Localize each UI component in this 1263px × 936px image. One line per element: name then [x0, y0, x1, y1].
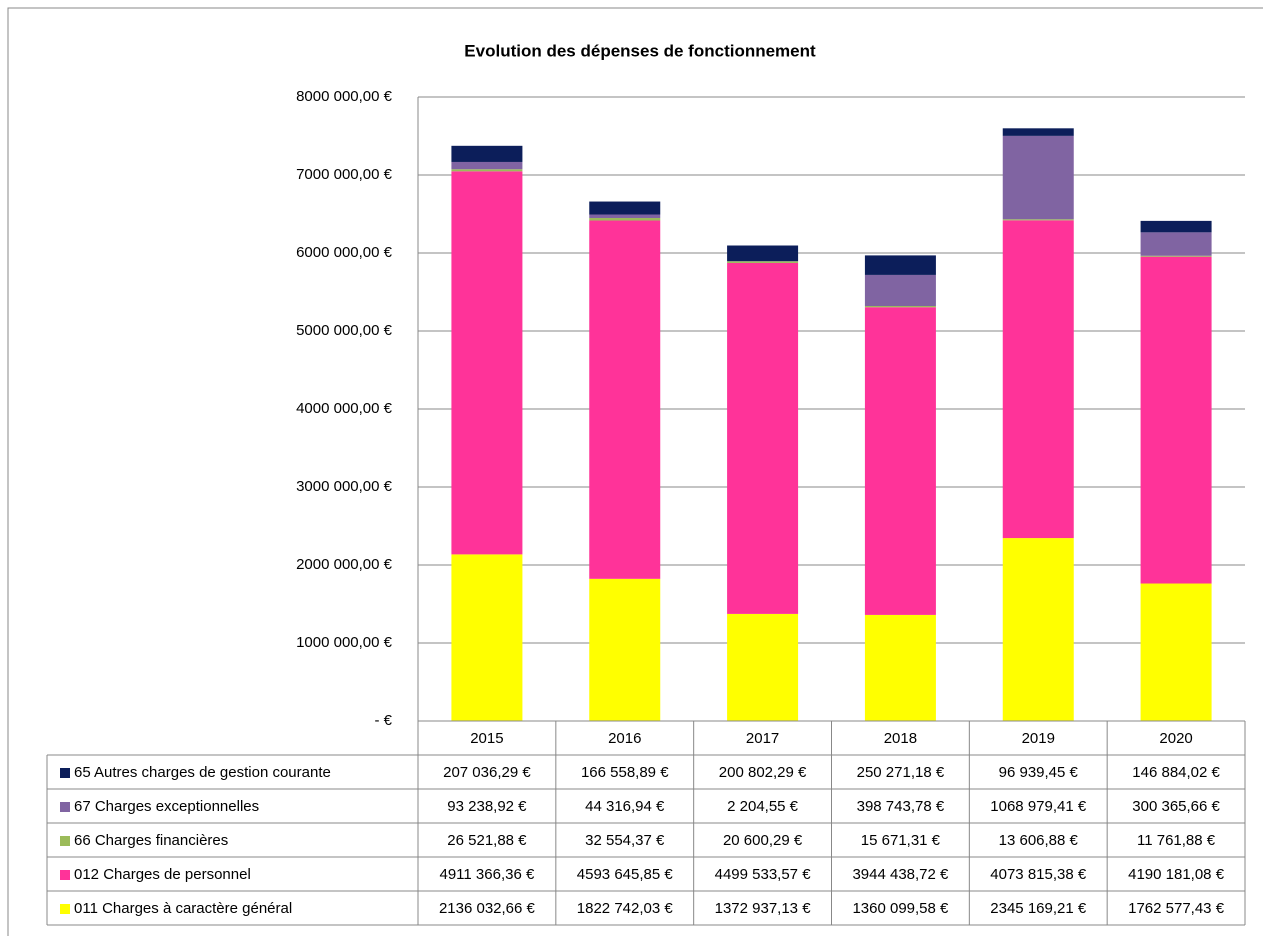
y-tick-label: 1000 000,00 €: [296, 634, 393, 651]
data-table-value: 1360 099,58 €: [852, 900, 949, 917]
data-table-value: 4499 533,57 €: [715, 866, 812, 883]
x-tick-label: 2015: [470, 730, 503, 747]
chart-frame: [7, 7, 1263, 936]
bar-segment: [589, 201, 661, 215]
data-table-value: 13 606,88 €: [999, 832, 1079, 849]
legend-label: 65 Autres charges de gestion courante: [74, 764, 331, 781]
legend-label: 011 Charges à caractère général: [74, 900, 292, 917]
bar-segment: [1140, 256, 1212, 584]
bar-segment: [1002, 219, 1074, 221]
bar-segment: [589, 214, 661, 218]
data-table-value: 1762 577,43 €: [1128, 900, 1225, 917]
data-table-value: 146 884,02 €: [1132, 764, 1220, 781]
y-tick-label: 6000 000,00 €: [296, 244, 393, 261]
bar-segment: [451, 554, 523, 721]
bar-segment: [864, 307, 936, 615]
data-table-value: 2136 032,66 €: [439, 900, 536, 917]
bar-segment: [1140, 220, 1212, 233]
data-table-value: 4911 366,36 €: [440, 866, 535, 883]
legend-swatch: [60, 802, 70, 812]
data-table-value: 3944 438,72 €: [852, 866, 949, 883]
chart-title: Evolution des dépenses de fonctionnement: [464, 41, 816, 60]
data-table-value: 398 743,78 €: [857, 798, 945, 815]
bar-segment: [1002, 538, 1074, 721]
bar-segment: [1140, 232, 1212, 256]
x-tick-label: 2020: [1159, 730, 1192, 747]
bar-segment: [727, 613, 799, 721]
legend-swatch: [60, 836, 70, 846]
data-table-value: 300 365,66 €: [1132, 798, 1220, 815]
bar-segment: [1002, 128, 1074, 136]
data-table-value: 96 939,45 €: [999, 764, 1079, 781]
data-table-value: 1068 979,41 €: [990, 798, 1087, 815]
data-table-value: 93 238,92 €: [447, 798, 527, 815]
bar-segment: [727, 245, 799, 262]
bar-segment: [864, 255, 936, 275]
data-table-value: 32 554,37 €: [585, 832, 665, 849]
data-table-value: 11 761,88 €: [1137, 832, 1216, 849]
data-table-value: 166 558,89 €: [581, 764, 669, 781]
bar-segment: [727, 262, 799, 614]
y-tick-label: - €: [374, 712, 392, 729]
legend-label: 012 Charges de personnel: [74, 866, 251, 883]
bar-segment: [1140, 583, 1212, 721]
data-table-value: 2345 169,21 €: [990, 900, 1087, 917]
data-table-value: 2 204,55 €: [727, 798, 799, 815]
bar-segment: [864, 306, 936, 308]
bar-segment: [589, 220, 661, 579]
bar-segment: [451, 169, 523, 172]
data-table-value: 4593 645,85 €: [577, 866, 674, 883]
data-table-value: 1822 742,03 €: [577, 900, 674, 917]
x-tick-label: 2018: [884, 730, 917, 747]
bar-segment: [589, 578, 661, 721]
data-table-value: 15 671,31 €: [861, 832, 941, 849]
x-tick-label: 2017: [746, 730, 779, 747]
bar-segment: [451, 145, 523, 162]
bar-segment: [1140, 255, 1212, 257]
y-tick-label: 4000 000,00 €: [296, 400, 393, 417]
x-tick-label: 2019: [1022, 730, 1055, 747]
y-tick-label: 2000 000,00 €: [296, 556, 393, 573]
bar-segment: [589, 217, 661, 221]
y-tick-label: 8000 000,00 €: [296, 88, 393, 105]
bar-segment: [864, 274, 936, 307]
data-table-value: 4073 815,38 €: [990, 866, 1087, 883]
data-table-value: 1372 937,13 €: [715, 900, 812, 917]
bar-segment: [451, 161, 523, 170]
data-table-value: 200 802,29 €: [719, 764, 807, 781]
bar-segment: [864, 614, 936, 721]
y-tick-label: 5000 000,00 €: [296, 322, 393, 339]
bar-segment: [1002, 220, 1074, 539]
bar-segment: [1002, 135, 1074, 220]
legend-swatch: [60, 870, 70, 880]
data-table-value: 44 316,94 €: [585, 798, 665, 815]
legend-swatch: [60, 904, 70, 914]
legend-swatch: [60, 768, 70, 778]
bar-segment: [451, 171, 523, 555]
x-tick-label: 2016: [608, 730, 641, 747]
data-table-value: 20 600,29 €: [723, 832, 803, 849]
data-table-value: 4190 181,08 €: [1128, 866, 1225, 883]
legend-label: 67 Charges exceptionnelles: [74, 798, 259, 815]
data-table-value: 26 521,88 €: [447, 832, 527, 849]
data-table-value: 207 036,29 €: [443, 764, 531, 781]
legend-label: 66 Charges financières: [74, 832, 228, 849]
y-tick-label: 3000 000,00 €: [296, 478, 393, 495]
data-table-value: 250 271,18 €: [857, 764, 945, 781]
bar-segment: [727, 261, 799, 263]
y-tick-label: 7000 000,00 €: [296, 166, 393, 183]
